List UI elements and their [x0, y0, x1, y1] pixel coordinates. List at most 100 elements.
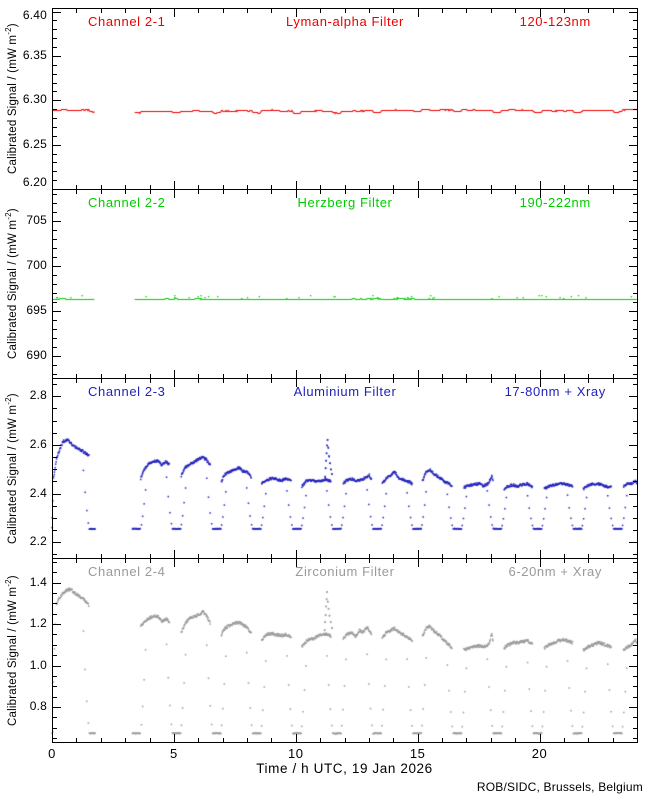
- y-minor-tick: [53, 614, 57, 615]
- y-axis-label: Calibrated Signal / (mW m-2): [4, 393, 19, 544]
- x-minor-tick: [101, 9, 102, 13]
- x-minor-tick: [369, 379, 370, 383]
- x-minor-tick: [442, 738, 443, 742]
- x-minor-tick: [466, 190, 467, 194]
- y-tick-label: 0.8: [29, 699, 47, 713]
- x-tick-label: 10: [288, 746, 304, 761]
- x-minor-tick: [125, 559, 126, 563]
- x-minor-tick: [271, 554, 272, 558]
- y-major-tick: [53, 145, 61, 146]
- y-minor-tick: [633, 338, 637, 339]
- y-major-tick: [53, 396, 61, 397]
- x-minor-tick: [393, 738, 394, 742]
- x-minor-tick: [491, 185, 492, 189]
- y-minor-tick: [633, 118, 637, 119]
- y-tick-label: 1.4: [29, 575, 47, 589]
- y-minor-tick: [53, 347, 57, 348]
- y-tick-label: 705: [26, 213, 47, 227]
- x-minor-tick: [515, 374, 516, 378]
- x-minor-tick: [466, 738, 467, 742]
- y-minor-tick: [53, 717, 57, 718]
- y-major-tick: [629, 311, 637, 312]
- y-minor-tick: [53, 365, 57, 366]
- y-minor-tick: [53, 29, 57, 30]
- y-minor-tick: [633, 212, 637, 213]
- y-minor-tick: [633, 194, 637, 195]
- y-minor-tick: [633, 302, 637, 303]
- y-minor-tick: [633, 109, 637, 110]
- y-minor-tick: [633, 655, 637, 656]
- y-minor-tick: [53, 374, 57, 375]
- x-major-tick: [540, 379, 541, 387]
- y-axis-label-part: ): [6, 208, 19, 213]
- x-minor-tick: [223, 559, 224, 563]
- y-minor-tick: [633, 433, 637, 434]
- x-major-tick: [296, 559, 297, 567]
- x-minor-tick: [271, 559, 272, 563]
- x-minor-tick: [564, 190, 565, 194]
- y-minor-tick: [633, 127, 637, 128]
- panel-channel-label: Channel 2-3: [88, 384, 166, 399]
- y-minor-tick: [53, 338, 57, 339]
- y-minor-tick: [53, 20, 57, 21]
- x-minor-tick: [613, 379, 614, 383]
- x-major-tick: [174, 550, 175, 558]
- x-minor-tick: [588, 559, 589, 563]
- x-minor-tick: [320, 379, 321, 383]
- y-tick-label: 2.8: [29, 388, 47, 402]
- x-tick-label: 20: [531, 746, 548, 761]
- panel-filter-label: Lyman-alpha Filter: [286, 14, 404, 29]
- x-minor-tick: [613, 190, 614, 194]
- y-minor-tick: [633, 29, 637, 30]
- x-minor-tick: [491, 554, 492, 558]
- y-minor-tick: [53, 257, 57, 258]
- y-minor-tick: [633, 562, 637, 563]
- x-minor-tick: [515, 9, 516, 13]
- y-minor-tick: [53, 230, 57, 231]
- plot-panel-4: Channel 2-4 Zirconium Filter 6-20nm + Xray: [52, 558, 638, 743]
- x-minor-tick: [320, 554, 321, 558]
- x-minor-tick: [564, 554, 565, 558]
- x-minor-tick: [223, 738, 224, 742]
- y-minor-tick: [53, 194, 57, 195]
- x-minor-tick: [564, 559, 565, 563]
- y-minor-tick: [633, 572, 637, 573]
- x-minor-tick: [198, 554, 199, 558]
- y-tick-label: 700: [26, 258, 47, 272]
- x-minor-tick: [369, 185, 370, 189]
- y-minor-tick: [53, 171, 57, 172]
- x-minor-tick: [247, 9, 248, 13]
- y-minor-tick: [53, 593, 57, 594]
- panel-filter-label: Zirconium Filter: [295, 564, 395, 579]
- x-minor-tick: [588, 185, 589, 189]
- x-minor-tick: [564, 374, 565, 378]
- y-minor-tick: [633, 293, 637, 294]
- y-minor-tick: [633, 645, 637, 646]
- x-minor-tick: [223, 554, 224, 558]
- x-minor-tick: [76, 559, 77, 563]
- y-minor-tick: [633, 171, 637, 172]
- y-major-tick: [53, 624, 61, 625]
- y-tick-label: 6.25: [22, 137, 47, 151]
- y-major-tick: [53, 494, 61, 495]
- y-minor-tick: [633, 203, 637, 204]
- x-major-tick: [296, 379, 297, 387]
- panel-band-label: 17-80nm + Xray: [504, 384, 606, 399]
- x-minor-tick: [101, 379, 102, 383]
- x-minor-tick: [198, 379, 199, 383]
- x-minor-tick: [491, 190, 492, 194]
- y-major-tick: [53, 12, 61, 13]
- x-minor-tick: [150, 738, 151, 742]
- y-minor-tick: [53, 248, 57, 249]
- y-minor-tick: [53, 203, 57, 204]
- y-minor-tick: [633, 91, 637, 92]
- x-minor-tick: [345, 190, 346, 194]
- x-minor-tick: [564, 379, 565, 383]
- y-minor-tick: [53, 239, 57, 240]
- x-minor-tick: [198, 185, 199, 189]
- panel-filter-label: Aluminium Filter: [293, 384, 397, 399]
- y-minor-tick: [633, 676, 637, 677]
- y-minor-tick: [633, 506, 637, 507]
- x-minor-tick: [393, 559, 394, 563]
